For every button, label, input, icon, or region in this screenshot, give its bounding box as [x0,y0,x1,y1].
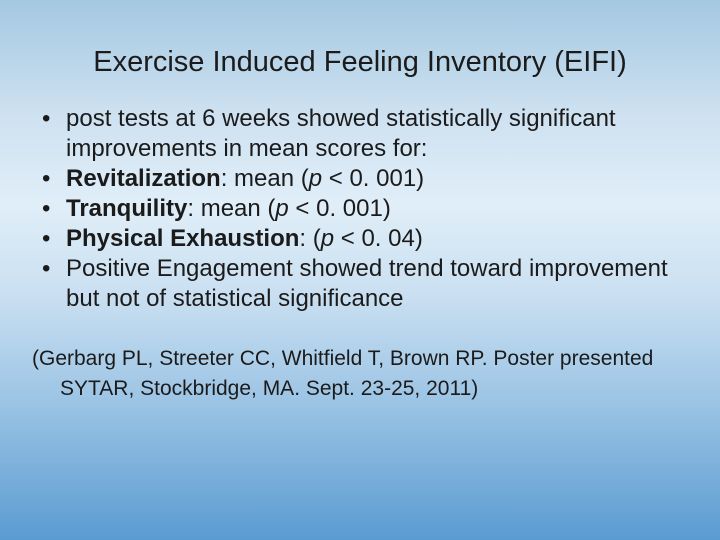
citation: (Gerbarg PL, Streeter CC, Whitfield T, B… [32,347,654,400]
bullet-icon: • [42,195,51,222]
bullet-list: • post tests at 6 weeks showed statistic… [30,104,690,314]
p-value-symbol: p [320,225,335,252]
bullet-text: Revitalization: mean (p < 0. 001) [66,164,684,194]
bullet-text: Physical Exhaustion: (p < 0. 04) [66,224,684,254]
bullet-text: Tranquility: mean (p < 0. 001) [66,194,684,224]
bullet-item: • Physical Exhaustion: (p < 0. 04) [42,224,684,254]
bullet-item: • Revitalization: mean (p < 0. 001) [42,164,684,194]
bullet-item: • Tranquility: mean (p < 0. 001) [42,194,684,224]
bullet-item: • Positive Engagement showed trend towar… [42,254,684,314]
bullet-icon: • [42,105,51,132]
bullet-term: Tranquility [66,195,188,222]
bullet-text-plain: post tests at 6 weeks showed statistical… [66,105,616,162]
bullet-item: • post tests at 6 weeks showed statistic… [42,104,684,164]
bullet-icon: • [42,165,51,192]
bullet-text-plain: : mean ( [187,195,276,222]
bullet-text-plain: Positive Engagement showed trend toward … [66,255,668,312]
bullet-text: Positive Engagement showed trend toward … [66,254,684,314]
bullet-text-plain: : mean ( [220,165,309,192]
bullet-term: Revitalization [66,165,221,192]
bullet-term: Physical Exhaustion [66,225,300,252]
bullet-text-plain: < 0. 001) [322,165,425,192]
p-value-symbol: p [275,195,289,222]
bullet-text-plain: < 0. 001) [288,195,391,222]
slide-title: Exercise Induced Feeling Inventory (EIFI… [93,46,627,78]
bullet-icon: • [42,225,51,252]
bullet-text: post tests at 6 weeks showed statistical… [66,104,684,164]
bullet-icon: • [42,255,51,282]
bullet-text-plain: : ( [299,225,321,252]
bullet-text-plain: < 0. 04) [334,225,423,252]
p-value-symbol: p [308,165,323,192]
